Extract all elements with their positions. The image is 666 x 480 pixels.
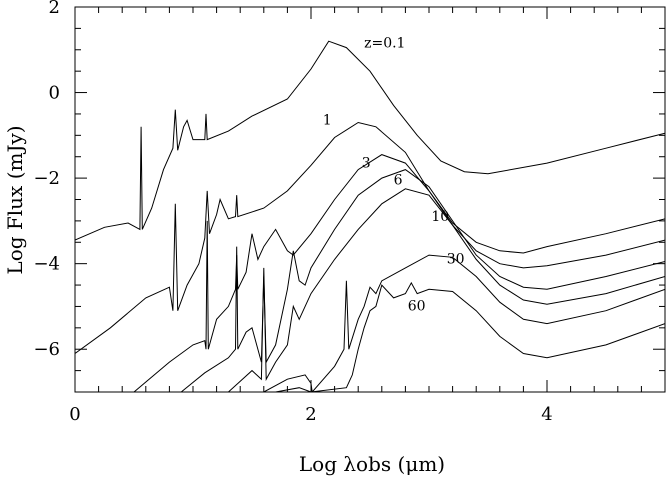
series-line-2 <box>133 154 665 392</box>
x-tick-label: 2 <box>305 404 316 425</box>
tick-labels-group: 0 2 4 2 0 −2 −4 −6 <box>33 0 552 425</box>
y-axis-label: Log Flux (mJy) <box>3 125 27 274</box>
y-tick-label: 0 <box>49 83 60 104</box>
plot-frame <box>74 6 666 393</box>
x-tick-label: 0 <box>69 404 80 425</box>
y-tick-label: −2 <box>33 168 60 189</box>
series-label-6: 60 <box>408 299 426 315</box>
series-line-0 <box>75 40 665 241</box>
series-line-4 <box>228 188 665 392</box>
ticks-group <box>74 6 666 393</box>
series-label-2: 3 <box>362 155 371 171</box>
y-tick-label: −4 <box>33 254 60 275</box>
x-tick-label: 4 <box>541 404 552 425</box>
series-line-3 <box>180 169 665 392</box>
series-label-3: 6 <box>394 173 403 189</box>
y-tick-label: 2 <box>49 0 60 18</box>
series-label-4: 10 <box>431 209 449 225</box>
series-line-5 <box>263 254 665 392</box>
series-line-1 <box>75 121 665 354</box>
x-axis-label: Log λobs (μm) <box>299 452 445 476</box>
series-line-6 <box>275 281 665 392</box>
y-tick-label: −6 <box>33 339 60 360</box>
series-label-1: 1 <box>323 113 332 129</box>
curves-group <box>75 40 665 392</box>
series-label-0: z=0.1 <box>364 36 405 52</box>
curve-labels-group: z=0.1 1 3 6 10 30 60 <box>323 36 465 315</box>
series-label-5: 30 <box>447 252 465 268</box>
